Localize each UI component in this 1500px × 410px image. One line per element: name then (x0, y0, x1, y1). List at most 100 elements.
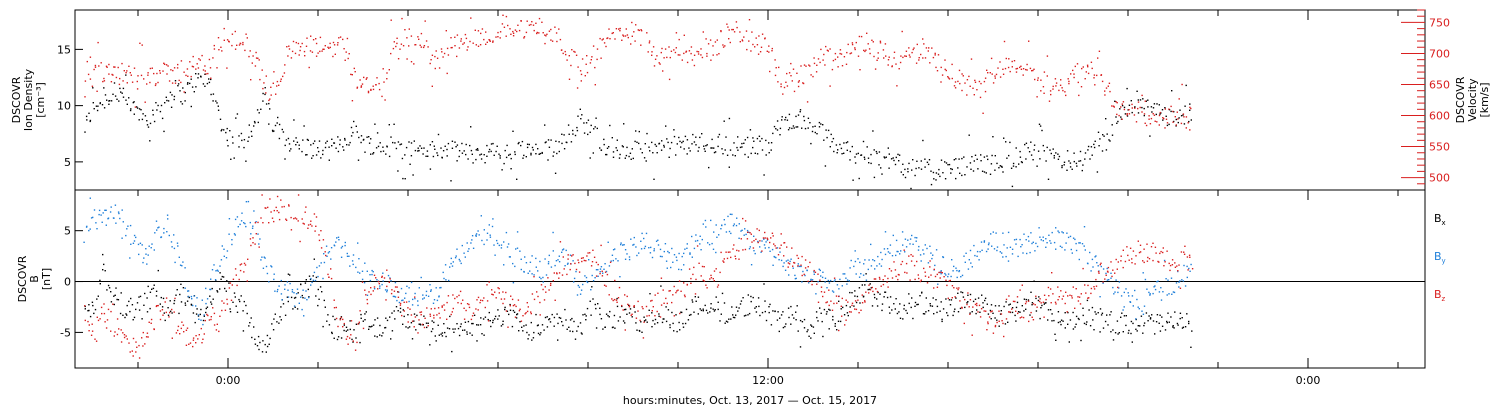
density-point (429, 168, 432, 170)
field-point-bx (607, 315, 609, 317)
density-point (1025, 142, 1028, 144)
velocity-point (153, 72, 155, 75)
velocity-point (722, 44, 724, 46)
field-point-by (338, 239, 340, 241)
density-point (326, 140, 328, 142)
field-point-bz (582, 257, 584, 259)
density-point (156, 109, 158, 111)
density-point (472, 162, 474, 164)
field-point-bz (673, 285, 675, 288)
density-point (229, 130, 231, 132)
field-point-bx (613, 314, 616, 317)
field-point-bx (515, 317, 518, 319)
field-point-by (95, 222, 97, 224)
field-point-bx (755, 311, 758, 313)
velocity-point (640, 29, 642, 31)
field-point-bz (177, 325, 180, 328)
field-point-bx (431, 320, 433, 322)
density-point (1153, 103, 1156, 105)
field-point-bz (864, 300, 866, 302)
field-point-bx (823, 308, 826, 311)
velocity-point (442, 56, 444, 58)
velocity-point (724, 45, 726, 47)
field-point-by (721, 224, 723, 227)
density-point (245, 160, 247, 162)
density-point (639, 148, 642, 150)
density-point (370, 153, 372, 155)
velocity-point (282, 75, 284, 78)
field-point-bx (257, 335, 260, 338)
field-point-bz (219, 315, 221, 317)
field-point-bz (1143, 248, 1145, 250)
field-point-bz (1143, 261, 1145, 264)
field-point-by (594, 277, 596, 279)
density-point (522, 157, 524, 159)
velocity-point (748, 40, 750, 42)
field-point-bx (680, 311, 682, 313)
field-point-by (278, 285, 280, 287)
field-point-by (203, 314, 205, 316)
field-point-by (443, 277, 445, 280)
velocity-point (1123, 108, 1126, 111)
field-point-bx (146, 297, 148, 299)
field-point-bx (297, 292, 299, 294)
density-point (606, 147, 609, 149)
field-point-bx (719, 320, 721, 322)
velocity-point (1060, 79, 1062, 81)
field-point-bx (410, 322, 413, 324)
density-point (119, 87, 121, 90)
field-point-bz (358, 321, 360, 323)
velocity-point (706, 55, 708, 57)
field-point-bz (759, 240, 761, 242)
field-point-bz (486, 300, 489, 302)
velocity-point (994, 77, 996, 79)
field-point-by (1106, 267, 1108, 270)
density-point (1189, 103, 1191, 105)
field-point-bx (1054, 333, 1056, 335)
field-point-bz (403, 310, 405, 312)
field-point-by (295, 293, 298, 295)
field-point-bx (1172, 326, 1174, 328)
velocity-point (1055, 82, 1058, 84)
field-point-bx (903, 304, 905, 307)
density-point (348, 144, 350, 146)
velocity-point (603, 42, 606, 44)
field-point-bx (1117, 333, 1119, 335)
field-point-by (286, 281, 289, 283)
field-point-bz (386, 269, 388, 271)
field-point-bx (911, 297, 913, 299)
field-point-by (710, 219, 712, 222)
density-point (981, 170, 984, 172)
field-point-bz (858, 312, 860, 314)
density-point (911, 169, 913, 171)
density-point (992, 136, 994, 138)
density-point (822, 124, 824, 126)
velocity-point (602, 38, 604, 40)
field-point-bz (1166, 250, 1168, 252)
velocity-point (839, 52, 841, 55)
velocity-point (592, 45, 595, 47)
field-point-by (672, 261, 674, 263)
density-point (779, 134, 781, 136)
field-point-bz (654, 315, 656, 317)
velocity-point (392, 47, 395, 50)
field-point-by (611, 254, 614, 256)
field-point-bx (385, 317, 387, 319)
velocity-point (841, 65, 844, 67)
field-point-bz (845, 319, 847, 321)
field-point-by (440, 286, 442, 289)
density-point (503, 162, 505, 165)
density-point (964, 174, 966, 176)
field-point-bx (427, 322, 429, 324)
velocity-point (512, 35, 515, 37)
velocity-point (198, 58, 200, 60)
density-point (1068, 160, 1070, 162)
field-point-by (322, 277, 324, 280)
density-point (695, 136, 697, 138)
field-point-bx (782, 326, 785, 329)
field-point-by (761, 240, 763, 242)
density-point (644, 143, 646, 145)
velocity-point (1015, 68, 1017, 70)
field-point-bx (740, 300, 743, 302)
velocity-point (858, 35, 861, 38)
